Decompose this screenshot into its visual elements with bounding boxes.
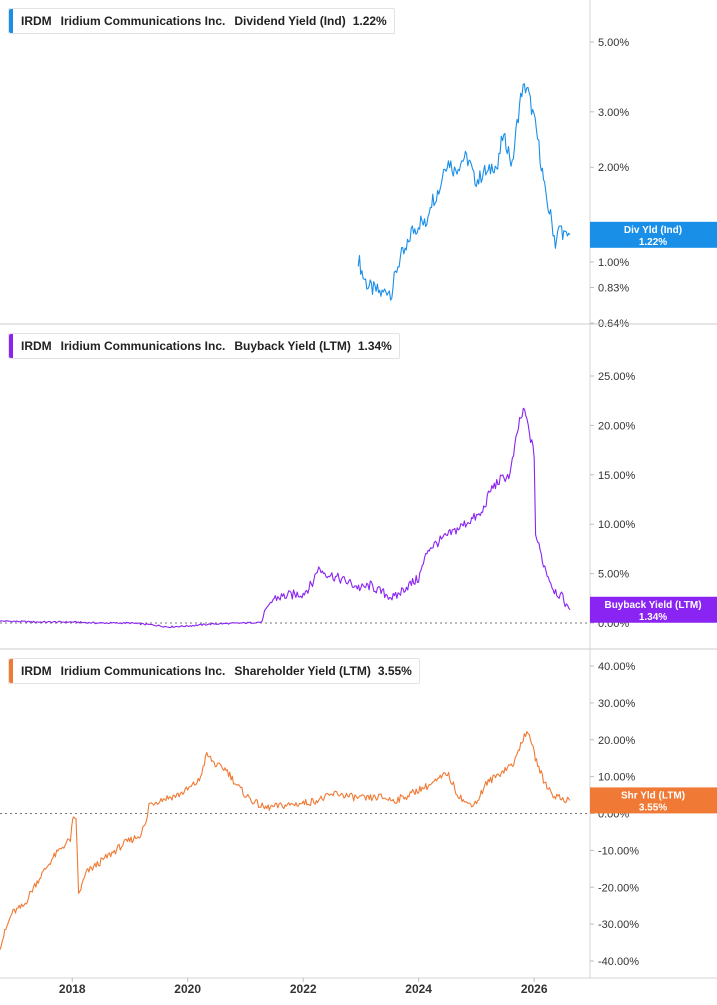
legend-value: 3.55% <box>377 664 412 678</box>
current-value-badge <box>590 787 717 814</box>
y-tick-label: 5.00% <box>598 37 629 49</box>
y-tick-label: -30.00% <box>598 919 639 931</box>
legend-metric: Shareholder Yield (LTM) <box>234 664 371 678</box>
y-tick-label: 25.00% <box>598 371 636 383</box>
legend-value: 1.34% <box>357 339 392 353</box>
y-tick-label: 0.83% <box>598 282 629 294</box>
current-value-badge <box>590 221 717 248</box>
series-line <box>357 83 571 301</box>
y-tick-label: 30.00% <box>598 698 636 710</box>
y-tick-label: 20.00% <box>598 735 636 747</box>
y-tick-label: 10.00% <box>598 519 636 531</box>
legend-value: 1.22% <box>352 14 387 28</box>
legend-buyback-yield: IRDM Iridium Communications Inc. Buyback… <box>8 333 400 359</box>
y-tick-label: 15.00% <box>598 470 636 482</box>
legend-company: Iridium Communications Inc. <box>60 14 226 28</box>
x-tick-label: 2020 <box>174 982 201 996</box>
y-tick-label: 3.00% <box>598 107 629 119</box>
legend-dividend-yield: IRDM Iridium Communications Inc. Dividen… <box>8 8 395 34</box>
y-tick-label: -10.00% <box>598 845 639 857</box>
legend-swatch-buyback <box>9 334 13 358</box>
legend-shareholder-yield: IRDM Iridium Communications Inc. Shareho… <box>8 658 420 684</box>
legend-swatch-dividend <box>9 9 13 33</box>
badge-label: Buyback Yield (LTM) <box>604 600 701 611</box>
y-tick-label: -40.00% <box>598 956 639 968</box>
legend-ticker: IRDM <box>21 339 52 353</box>
legend-swatch-shareholder <box>9 659 13 683</box>
x-tick-label: 2026 <box>521 982 548 996</box>
y-tick-label: -20.00% <box>598 882 639 894</box>
badge-label: Div Yld (Ind) <box>624 225 682 236</box>
badge-value: 1.34% <box>639 612 667 623</box>
legend-metric: Buyback Yield (LTM) <box>234 339 351 353</box>
y-tick-label: 40.00% <box>598 661 636 673</box>
x-tick-label: 2024 <box>405 982 432 996</box>
x-tick-label: 2022 <box>290 982 317 996</box>
legend-company: Iridium Communications Inc. <box>60 339 226 353</box>
legend-ticker: IRDM <box>21 14 52 28</box>
legend-company: Iridium Communications Inc. <box>60 664 226 678</box>
x-tick-label: 2018 <box>59 982 86 996</box>
y-tick-label: 2.00% <box>598 162 629 174</box>
y-tick-label: 10.00% <box>598 772 636 784</box>
series-line <box>0 407 571 629</box>
y-tick-label: 20.00% <box>598 420 636 432</box>
series-line <box>0 731 571 950</box>
current-value-badge <box>590 596 717 623</box>
y-tick-label: 5.00% <box>598 569 629 581</box>
badge-label: Shr Yld (LTM) <box>621 790 685 801</box>
y-tick-label: 1.00% <box>598 257 629 269</box>
legend-metric: Dividend Yield (Ind) <box>234 14 346 28</box>
badge-value: 3.55% <box>639 802 667 813</box>
legend-ticker: IRDM <box>21 664 52 678</box>
badge-value: 1.22% <box>639 237 667 248</box>
